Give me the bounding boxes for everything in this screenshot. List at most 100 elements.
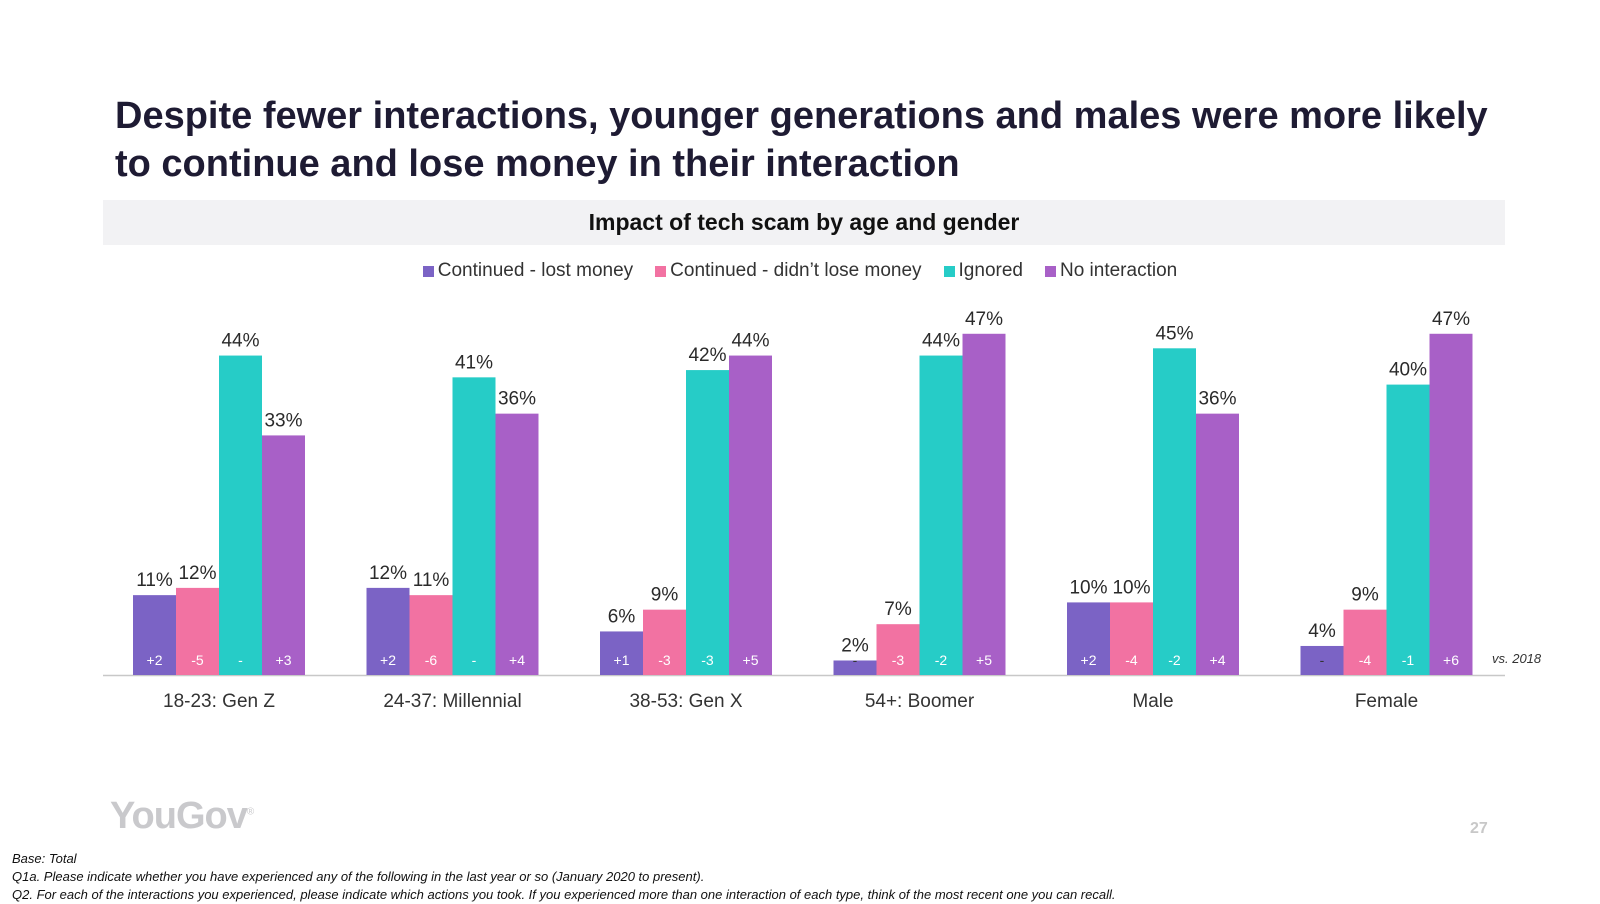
category-label: Male [1132, 691, 1173, 712]
change-label: +2 [147, 652, 163, 668]
data-label: 7% [884, 599, 912, 620]
bar-1-1 [409, 595, 453, 675]
legend-label: Continued - didn’t lose money [670, 260, 922, 281]
page-title: Despite fewer interactions, younger gene… [115, 95, 1488, 185]
change-label: -3 [658, 652, 671, 668]
footnote-q2: Q2. For each of the interactions you exp… [12, 887, 1116, 902]
bar-3-1 [495, 413, 539, 675]
yougov-logo: YouGov® [110, 795, 254, 837]
data-label: 11% [136, 570, 173, 591]
change-label: +4 [1210, 652, 1226, 668]
data-label: 9% [1351, 585, 1379, 606]
chart-legend: Continued - lost money Continued - didn’… [0, 260, 1600, 282]
bar-1-5 [1343, 609, 1387, 675]
footnote-base: Base: Total [12, 851, 77, 866]
legend-swatch [1044, 265, 1056, 277]
page-number: 27 [1470, 820, 1488, 837]
data-label: 6% [608, 606, 636, 627]
data-label: 10% [1069, 577, 1107, 598]
bar-0-1 [366, 587, 410, 675]
chart-title-band [103, 200, 1505, 245]
legend-item-didnt-lose-money: Continued - didn’t lose money [655, 260, 922, 282]
bar-3-0 [262, 435, 305, 675]
bar-0-0 [133, 595, 176, 675]
data-label: 36% [1198, 389, 1236, 410]
data-label: 44% [731, 331, 769, 352]
change-label: -2 [935, 652, 948, 668]
legend-item-lost-money: Continued - lost money [422, 260, 634, 282]
bar-2-3 [919, 355, 963, 675]
data-label: 12% [178, 563, 216, 584]
change-label: -4 [1125, 652, 1138, 668]
category-label: 24-37: Millennial [383, 691, 521, 712]
change-label: -3 [701, 652, 714, 668]
bar-2-2 [686, 370, 729, 675]
data-label: 41% [455, 352, 493, 373]
data-label: 40% [1389, 360, 1427, 381]
bar-3-2 [729, 355, 772, 675]
legend-label: Ignored [958, 260, 1023, 281]
legend-label: No interaction [1059, 260, 1178, 281]
category-label: 54+: Boomer [865, 691, 975, 712]
bar-0-3 [833, 660, 877, 675]
change-label: +5 [976, 652, 992, 668]
footnotes: Base: Total Q1a. Please indicate whether… [12, 850, 1592, 904]
data-label: 11% [413, 570, 450, 591]
bar-3-4 [1196, 413, 1239, 675]
legend-label: Continued - lost money [437, 260, 634, 281]
bar-2-1 [452, 377, 496, 675]
legend-item-ignored: Ignored [943, 260, 1023, 282]
change-label: +2 [1081, 652, 1097, 668]
change-label: +6 [1443, 652, 1459, 668]
bar-2-5 [1386, 384, 1430, 675]
category-label: 38-53: Gen X [629, 691, 742, 712]
legend-swatch [655, 265, 667, 277]
change-label: +1 [614, 652, 630, 668]
data-label: 2% [841, 635, 869, 656]
data-label: 33% [264, 410, 302, 431]
change-label: - [853, 652, 858, 668]
change-label: -5 [191, 652, 204, 668]
change-label: +5 [743, 652, 759, 668]
data-label: 42% [688, 345, 726, 366]
category-label: 18-23: Gen Z [163, 691, 275, 712]
data-label: 44% [922, 331, 960, 352]
bar-0-4 [1067, 602, 1110, 675]
bar-1-3 [876, 624, 920, 675]
change-label: -3 [892, 652, 905, 668]
change-label: -2 [1168, 652, 1181, 668]
change-label: - [1320, 652, 1325, 668]
data-label: 47% [1432, 309, 1470, 330]
bar-1-4 [1110, 602, 1153, 675]
change-label: - [238, 652, 243, 668]
change-label: -4 [1359, 652, 1372, 668]
data-label: 44% [221, 331, 259, 352]
data-label: 9% [651, 585, 679, 606]
data-label: 12% [369, 563, 407, 584]
category-label: Female [1355, 691, 1418, 712]
data-label: 36% [498, 389, 536, 410]
chart-title: Impact of tech scam by age and gender [588, 209, 1020, 235]
bar-1-0 [176, 587, 219, 675]
change-label: -6 [425, 652, 438, 668]
data-label: 4% [1308, 621, 1336, 642]
change-label: +4 [509, 652, 525, 668]
change-label: +2 [380, 652, 396, 668]
change-label: -1 [1402, 652, 1415, 668]
data-label: 45% [1155, 323, 1193, 344]
bar-1-2 [643, 609, 686, 675]
bar-0-2 [600, 631, 643, 675]
change-label: - [472, 652, 477, 668]
change-label: +3 [276, 652, 292, 668]
legend-swatch [422, 265, 434, 277]
legend-item-no-interaction: No interaction [1044, 260, 1178, 282]
data-label: 10% [1112, 577, 1150, 598]
bar-0-5 [1300, 645, 1344, 675]
bar-3-5 [1429, 333, 1473, 675]
bar-3-3 [962, 333, 1006, 675]
footnote-q1a: Q1a. Please indicate whether you have ex… [12, 869, 705, 884]
bar-2-0 [219, 355, 262, 675]
comparison-label: vs. 2018 [1492, 651, 1542, 666]
legend-swatch [943, 265, 955, 277]
